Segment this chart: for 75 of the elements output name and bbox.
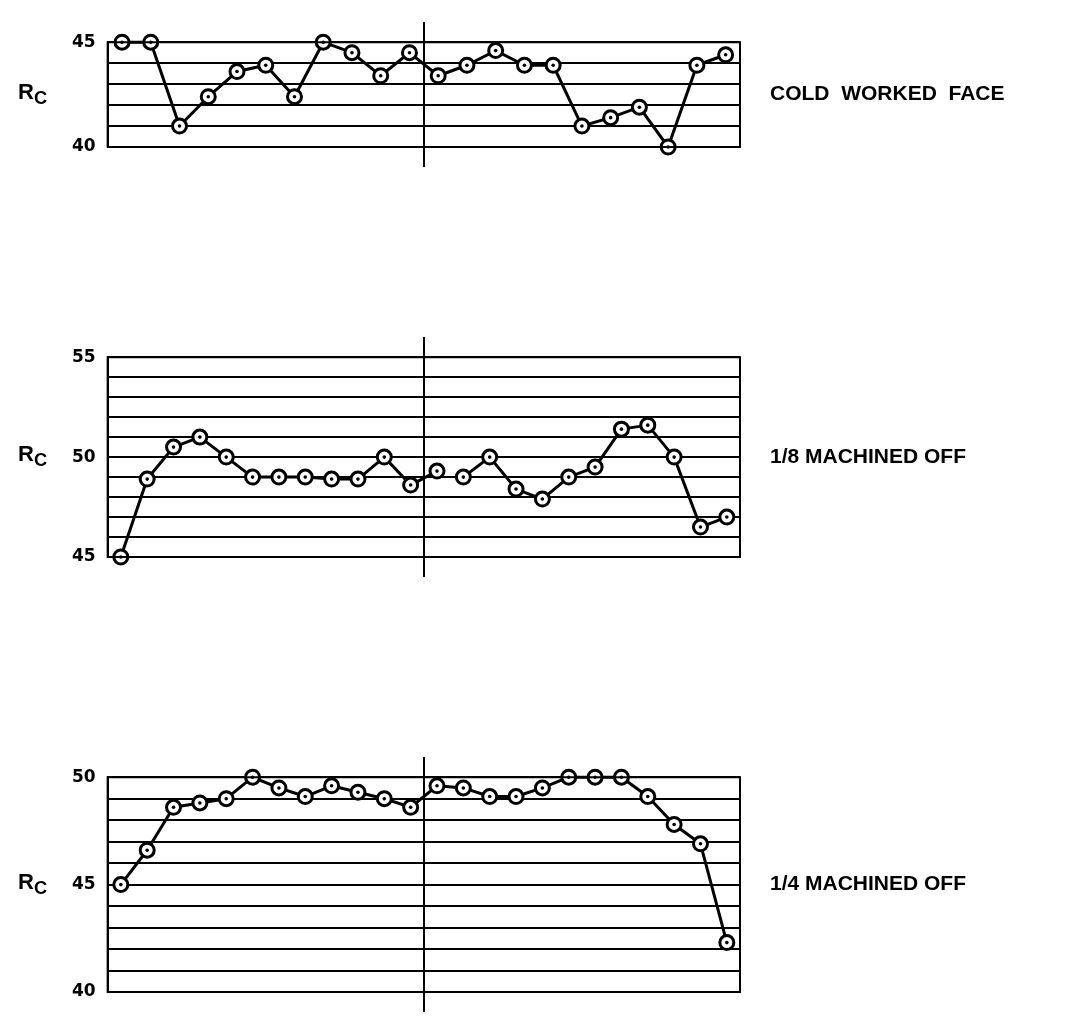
point bbox=[428, 462, 446, 480]
y-tick-label: 40 bbox=[71, 135, 96, 156]
point bbox=[375, 448, 393, 466]
point bbox=[458, 56, 476, 74]
point bbox=[428, 777, 446, 795]
point bbox=[560, 468, 578, 486]
y-axis-title: R$_{C}$ bbox=[18, 868, 48, 899]
text: 1/4 MACHINED OFF bbox=[770, 871, 967, 895]
point bbox=[191, 428, 209, 446]
point bbox=[454, 468, 472, 486]
point bbox=[544, 56, 562, 74]
y-tick-label: 55 bbox=[71, 345, 96, 366]
point bbox=[402, 476, 420, 494]
y-tick-label: 45 bbox=[71, 545, 96, 566]
point bbox=[199, 88, 217, 106]
point bbox=[639, 788, 657, 806]
point bbox=[270, 468, 288, 486]
point bbox=[349, 783, 367, 801]
point bbox=[402, 798, 420, 816]
point bbox=[586, 458, 604, 476]
point bbox=[691, 835, 709, 853]
point bbox=[717, 46, 735, 64]
y-tick-label: 45 bbox=[71, 873, 96, 894]
point bbox=[191, 794, 209, 812]
point bbox=[296, 468, 314, 486]
point bbox=[323, 777, 341, 795]
point bbox=[257, 56, 275, 74]
point bbox=[487, 42, 505, 60]
point bbox=[112, 876, 130, 894]
point bbox=[718, 934, 736, 952]
point bbox=[372, 67, 390, 85]
point bbox=[165, 438, 183, 456]
point bbox=[533, 490, 551, 508]
point bbox=[429, 67, 447, 85]
point bbox=[481, 448, 499, 466]
point bbox=[349, 470, 367, 488]
point bbox=[612, 420, 630, 438]
point bbox=[602, 109, 620, 127]
point bbox=[691, 518, 709, 536]
point bbox=[639, 416, 657, 434]
point bbox=[665, 448, 683, 466]
point bbox=[481, 788, 499, 806]
y-tick-label: 40 bbox=[71, 980, 96, 1001]
point bbox=[688, 56, 706, 74]
point bbox=[343, 44, 361, 62]
point bbox=[228, 63, 246, 81]
point bbox=[454, 779, 472, 797]
point bbox=[507, 480, 525, 498]
point bbox=[165, 798, 183, 816]
point bbox=[323, 470, 341, 488]
point bbox=[573, 117, 591, 135]
point bbox=[296, 788, 314, 806]
y-axis-title: R$_{C}$ bbox=[18, 441, 48, 472]
point bbox=[217, 448, 235, 466]
y-tick-label: 50 bbox=[71, 445, 96, 466]
point bbox=[718, 508, 736, 526]
point bbox=[244, 468, 262, 486]
point bbox=[533, 779, 551, 797]
y-tick-label: 50 bbox=[71, 765, 96, 786]
y-axis-title: R$_{C}$ bbox=[18, 78, 48, 109]
y-tick-label: 45 bbox=[71, 30, 96, 51]
point bbox=[507, 788, 525, 806]
text: COLD WORKED FACE bbox=[770, 81, 1005, 105]
point bbox=[270, 779, 288, 797]
point bbox=[217, 790, 235, 808]
text: 1/8 MACHINED OFF bbox=[770, 443, 967, 467]
point bbox=[665, 815, 683, 833]
point bbox=[400, 44, 418, 62]
point bbox=[375, 790, 393, 808]
point bbox=[285, 88, 303, 106]
point bbox=[630, 98, 648, 116]
point bbox=[515, 56, 533, 74]
point bbox=[138, 841, 156, 859]
point bbox=[138, 470, 156, 488]
point bbox=[171, 117, 189, 135]
